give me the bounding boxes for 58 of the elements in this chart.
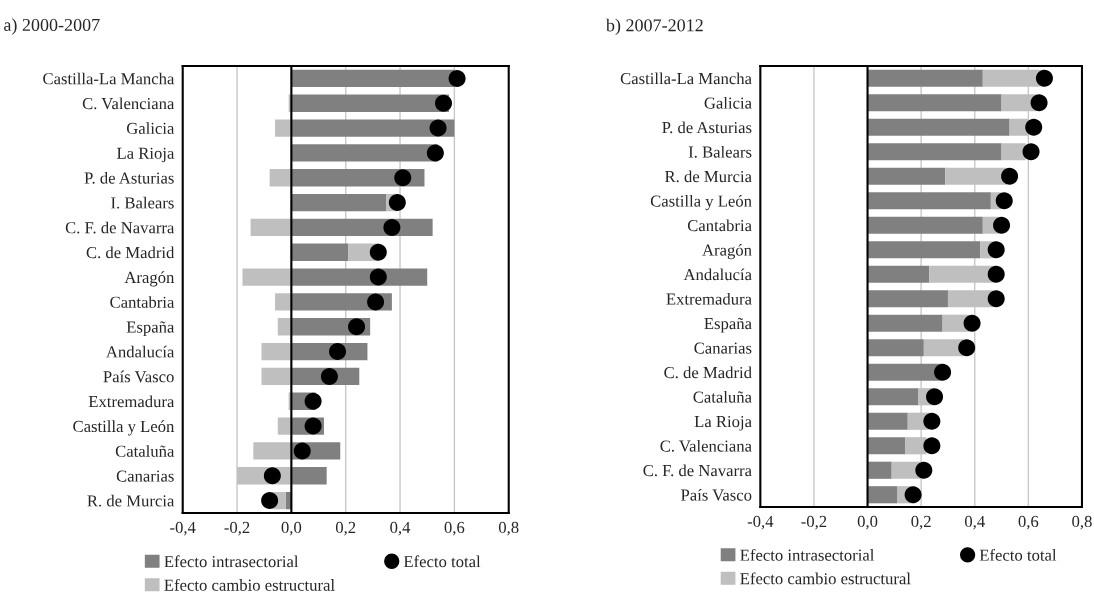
y-tick-label: C. F. de Navarra	[643, 464, 752, 477]
legend-label: Efecto total	[403, 555, 481, 568]
x-tick-label: 0,8	[1072, 515, 1092, 530]
x-tick-label: 0,8	[498, 521, 519, 536]
y-tick-label: C. F. de Navarra	[65, 221, 175, 234]
y-tick-label: Andalucía	[106, 345, 175, 358]
x-tick-label: 0,6	[444, 521, 465, 536]
legend-label: Efecto cambio estructural	[740, 572, 911, 585]
y-tick-label: Extremadura	[88, 395, 175, 408]
y-tick-label: C. de Madrid	[664, 366, 752, 379]
x-tick-label: -0,2	[224, 521, 250, 536]
y-tick-label: Galicia	[704, 96, 752, 109]
x-tick-label: 0,6	[1018, 515, 1039, 530]
y-tick-label: Aragón	[124, 271, 175, 287]
y-tick-label: España	[126, 321, 175, 337]
x-tick-label: -0,2	[801, 515, 827, 530]
x-tick-label: 0,4	[390, 521, 411, 536]
x-tick-label: 0,0	[281, 521, 302, 536]
y-tick-label: Cantabria	[110, 296, 175, 308]
y-tick-label: Canarias	[116, 470, 174, 482]
y-tick-label: La Rioja	[116, 147, 175, 163]
y-tick-label: P. de Asturias	[662, 121, 752, 134]
y-tick-label: España	[704, 317, 752, 333]
chart-title: b) 2007-2012	[605, 18, 703, 36]
y-tick-label: País Vasco	[103, 370, 174, 383]
y-tick-label: I. Balears	[688, 145, 752, 158]
y-tick-label: Castilla-La Mancha	[43, 72, 175, 85]
legend-label: Efecto intrasectorial	[740, 548, 875, 561]
y-tick-label: Canarias	[694, 342, 752, 354]
x-tick-label: -0,4	[170, 521, 196, 536]
x-tick-label: 0,0	[857, 515, 878, 530]
y-tick-label: I. Balears	[111, 196, 174, 209]
y-tick-label: C. Valenciana	[660, 439, 752, 452]
y-tick-label: La Rioja	[694, 416, 752, 431]
y-tick-label: Castilla y León	[650, 194, 752, 211]
y-tick-label: P. de Asturias	[84, 171, 174, 184]
y-tick-label: Extremadura	[666, 292, 752, 305]
x-tick-label: -0,4	[747, 515, 774, 530]
x-tick-label: 0,4	[964, 515, 985, 530]
legend-label: Efecto intrasectorial	[164, 555, 299, 568]
y-tick-label: Cataluña	[693, 390, 752, 403]
y-tick-label: Andalucía	[683, 268, 752, 281]
y-tick-label: Aragón	[702, 243, 752, 260]
y-tick-label: Castilla-La Mancha	[620, 72, 752, 85]
y-tick-label: Cataluña	[115, 445, 175, 457]
y-tick-label: R. de Murcia	[665, 170, 752, 183]
y-tick-label: Galicia	[126, 122, 175, 135]
x-tick-label: 0,2	[335, 521, 356, 536]
y-tick-label: Castilla y León	[73, 420, 175, 436]
y-tick-label: C. de Madrid	[86, 246, 175, 259]
x-tick-label: 0,2	[911, 515, 931, 530]
legend-label: Efecto total	[979, 548, 1057, 561]
legend-label: Efecto cambio estructural	[164, 578, 335, 591]
y-tick-label: País Vasco	[681, 488, 752, 501]
y-tick-label: Cantabria	[687, 219, 752, 232]
y-tick-label: C. Valenciana	[82, 97, 175, 110]
chart-title: a) 2000-2007	[4, 18, 100, 35]
y-tick-label: R. de Murcia	[87, 494, 175, 507]
